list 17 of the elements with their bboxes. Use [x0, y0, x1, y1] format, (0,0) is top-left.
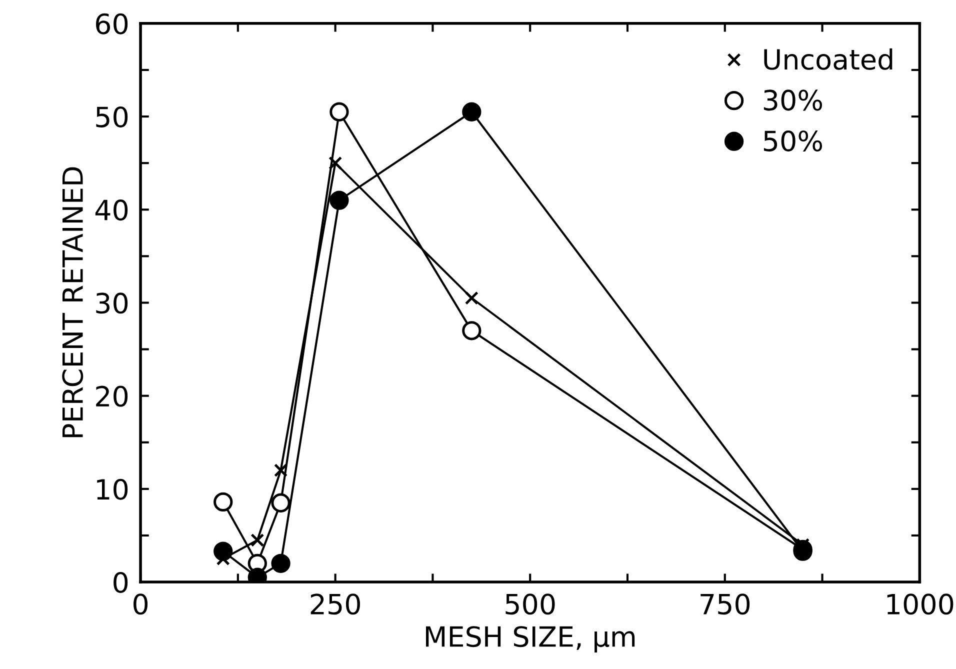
y-axis-title: PERCENT RETAINED [62, 167, 84, 438]
y-tick-label: 40 [95, 200, 128, 221]
y-tick-label: 60 [96, 13, 128, 34]
x-tick-label: 500 [506, 594, 555, 615]
y-tick-label: 20 [96, 386, 128, 407]
y-tick-label: 10 [97, 478, 128, 500]
legend-label: Uncoated [764, 48, 892, 70]
y-tick-label: 0 [114, 572, 128, 593]
y-tick-label: 30 [96, 292, 128, 314]
x-tick-label: 0 [134, 594, 148, 615]
y-tick-label: 50 [96, 106, 128, 128]
x-tick-label: 1000 [887, 594, 954, 615]
x-axis-title: MESH SIZE, µm [426, 626, 635, 652]
x-tick-label: 250 [310, 594, 360, 615]
legend-label: 50% [764, 130, 822, 152]
legend-label: 30% [764, 90, 822, 111]
x-tick-label: 750 [700, 594, 750, 615]
